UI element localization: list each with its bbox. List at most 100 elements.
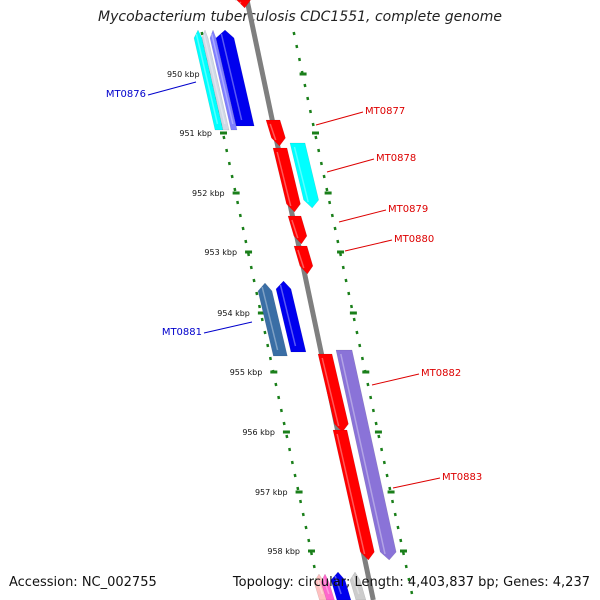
scale-tick [382, 460, 386, 465]
gene-bar [349, 571, 367, 600]
gene-bar [330, 571, 352, 600]
gene-label: MT0876 [106, 89, 146, 100]
gene-bar-shine [279, 284, 297, 347]
scale-tick [268, 356, 272, 361]
scale-tick [304, 525, 308, 530]
scale-tick [222, 135, 226, 140]
scale-tick [299, 499, 303, 504]
scale-tick [393, 512, 397, 517]
scale-tick [385, 473, 389, 478]
tick-label: 958 kbp [267, 547, 300, 556]
gene-bar-shine [195, 33, 219, 125]
label-leader-line [203, 321, 253, 334]
gene-label: MT0878 [376, 153, 416, 164]
scale-tick [288, 447, 292, 452]
gene-bar-shine [269, 123, 277, 141]
gene-bar-shine [297, 249, 305, 269]
scale-tick [303, 83, 307, 88]
scale-tick [358, 343, 362, 348]
scale-tick [252, 278, 256, 283]
label-leader-line [326, 158, 375, 173]
label-leader-line [147, 81, 197, 96]
scale-tick [344, 278, 348, 283]
scale-tick [301, 512, 305, 517]
tick-label: 956 kbp [242, 428, 275, 437]
scale-tick [274, 382, 278, 387]
scale-tick [333, 226, 337, 231]
tick-label: 955 kbp [230, 368, 263, 377]
scale-tick [266, 343, 270, 348]
gene-bar-shine [276, 151, 292, 207]
scale-tick [369, 395, 373, 400]
gene-bar [275, 280, 307, 353]
gene-bar-shine [336, 433, 366, 555]
scale-tick [249, 265, 253, 270]
gene-bar [257, 282, 288, 357]
gene-bar [209, 29, 238, 131]
scale-tick [308, 109, 312, 114]
tick-label: 957 kbp [255, 488, 288, 497]
scale-tick [314, 135, 318, 140]
gene-bar-shine [238, 1, 242, 5]
scale-tick [282, 421, 286, 426]
scale-tick [263, 330, 267, 335]
map-title: Mycobacterium tuberculosis CDC1551, comp… [98, 9, 502, 25]
gene-bar [332, 429, 375, 561]
gene-label: MT0883 [442, 472, 482, 483]
scale-tick [297, 57, 302, 62]
scale-tick [241, 226, 245, 231]
scale-tick [399, 538, 403, 543]
gene-label: MT0880 [394, 234, 434, 245]
gene-label: MT0881 [162, 327, 202, 338]
gene-bar-shine [211, 33, 234, 125]
gene-bar-shine [316, 577, 324, 595]
accession-text: Accession: NC_002755 [9, 575, 157, 590]
scale-tick [292, 31, 296, 36]
scale-tick [396, 525, 400, 530]
scale-tick [349, 304, 354, 309]
gene-bar-shine [220, 33, 243, 121]
tick-label: 953 kbp [204, 248, 237, 257]
gene-bar [293, 245, 314, 275]
scale-tick [238, 213, 242, 218]
scale-tick [306, 96, 310, 101]
gene-bar-shine [293, 146, 309, 203]
gene-bar-shine [322, 577, 330, 595]
scale-tick [341, 265, 345, 270]
gene-bar [287, 215, 308, 245]
scale-tick [290, 460, 294, 465]
gene-bar-shine [352, 575, 360, 595]
gene-bar-shine [291, 219, 299, 239]
scale-tick [255, 291, 259, 296]
scale-tick [410, 590, 414, 595]
scale-tick [279, 408, 283, 413]
scale-tick [285, 434, 289, 439]
scale-tick [233, 187, 237, 192]
genome-summary-text: Topology: circular; Length: 4,403,837 bp… [232, 575, 590, 590]
scale-tick [307, 538, 311, 543]
scale-tick [296, 486, 300, 491]
scale-tick [328, 200, 332, 205]
scale-tick [311, 122, 315, 127]
gene-bar [193, 29, 224, 131]
gene-bar [265, 119, 286, 147]
label-leader-line [371, 373, 420, 386]
scale-tick [374, 421, 378, 426]
gene-bar-shine [340, 353, 386, 555]
gene-label: MT0879 [388, 204, 428, 215]
scale-tick [377, 434, 381, 439]
scale-tick [293, 473, 297, 478]
scale-tick [230, 174, 234, 179]
scale-tick [330, 213, 334, 218]
gene-bar [215, 29, 255, 127]
scale-tick [347, 291, 351, 296]
scale-tick [380, 447, 384, 452]
tick-label: 950 kbp [167, 70, 200, 79]
scale-tick [407, 577, 411, 582]
gene-bar [289, 142, 319, 209]
scale-tick [225, 148, 229, 153]
scale-tick [322, 174, 326, 179]
scale-tick [260, 317, 264, 322]
gene-bar-shine [334, 575, 342, 595]
